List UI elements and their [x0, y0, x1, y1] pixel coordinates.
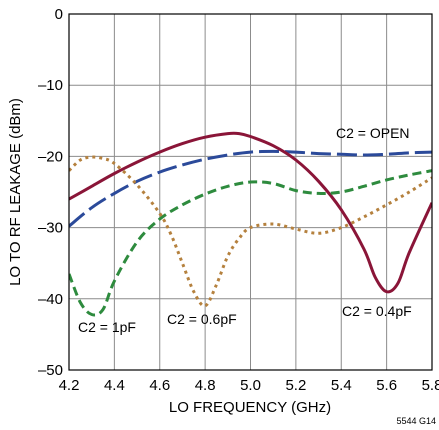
x-axis-label: LO FREQUENCY (GHz): [169, 399, 331, 416]
x-tick-label: 5.0: [240, 377, 261, 394]
y-tick-labels: 0 –10 –20 –30 –40 –50: [38, 6, 63, 379]
x-tick-label: 4.4: [104, 377, 125, 394]
series-line-c2-0-4pf: [69, 131, 432, 294]
x-tick-label: 4.8: [195, 377, 216, 394]
y-tick-label: –20: [38, 148, 63, 165]
x-tick-label: 5.8: [422, 377, 439, 394]
y-tick-label: –40: [38, 291, 63, 308]
y-tick-label: –30: [38, 220, 63, 237]
x-tick-label: 4.2: [59, 377, 80, 394]
y-tick-label: –10: [38, 77, 63, 94]
figure-id: 5544 G14: [396, 416, 436, 426]
series-line-c2-open: [69, 149, 432, 228]
annotation-c2-0-6pf: C2 = 0.6pF: [167, 311, 237, 327]
annotation-c2-open: C2 = OPEN: [336, 125, 410, 141]
plot-frame: [68, 13, 433, 371]
annotation-c2-0-4pf: C2 = 0.4pF: [342, 303, 412, 319]
series-line-c2-0-6pf: [69, 155, 432, 308]
series-layer: [69, 131, 432, 317]
y-axis-label: LO TO RF LEAKAGE (dBm): [7, 98, 24, 286]
x-tick-labels: 4.2 4.4 4.6 4.8 5.0 5.2 5.4 5.6 5.8: [59, 377, 439, 394]
x-tick-label: 5.4: [331, 377, 352, 394]
x-tick-label: 4.6: [149, 377, 170, 394]
series-line-c2-1pf: [69, 169, 432, 317]
annotation-c2-1pf: C2 = 1pF: [78, 319, 136, 335]
y-tick-label: –50: [38, 362, 63, 379]
x-tick-label: 5.6: [376, 377, 397, 394]
y-tick-label: 0: [55, 6, 63, 23]
x-tick-label: 5.2: [285, 377, 306, 394]
